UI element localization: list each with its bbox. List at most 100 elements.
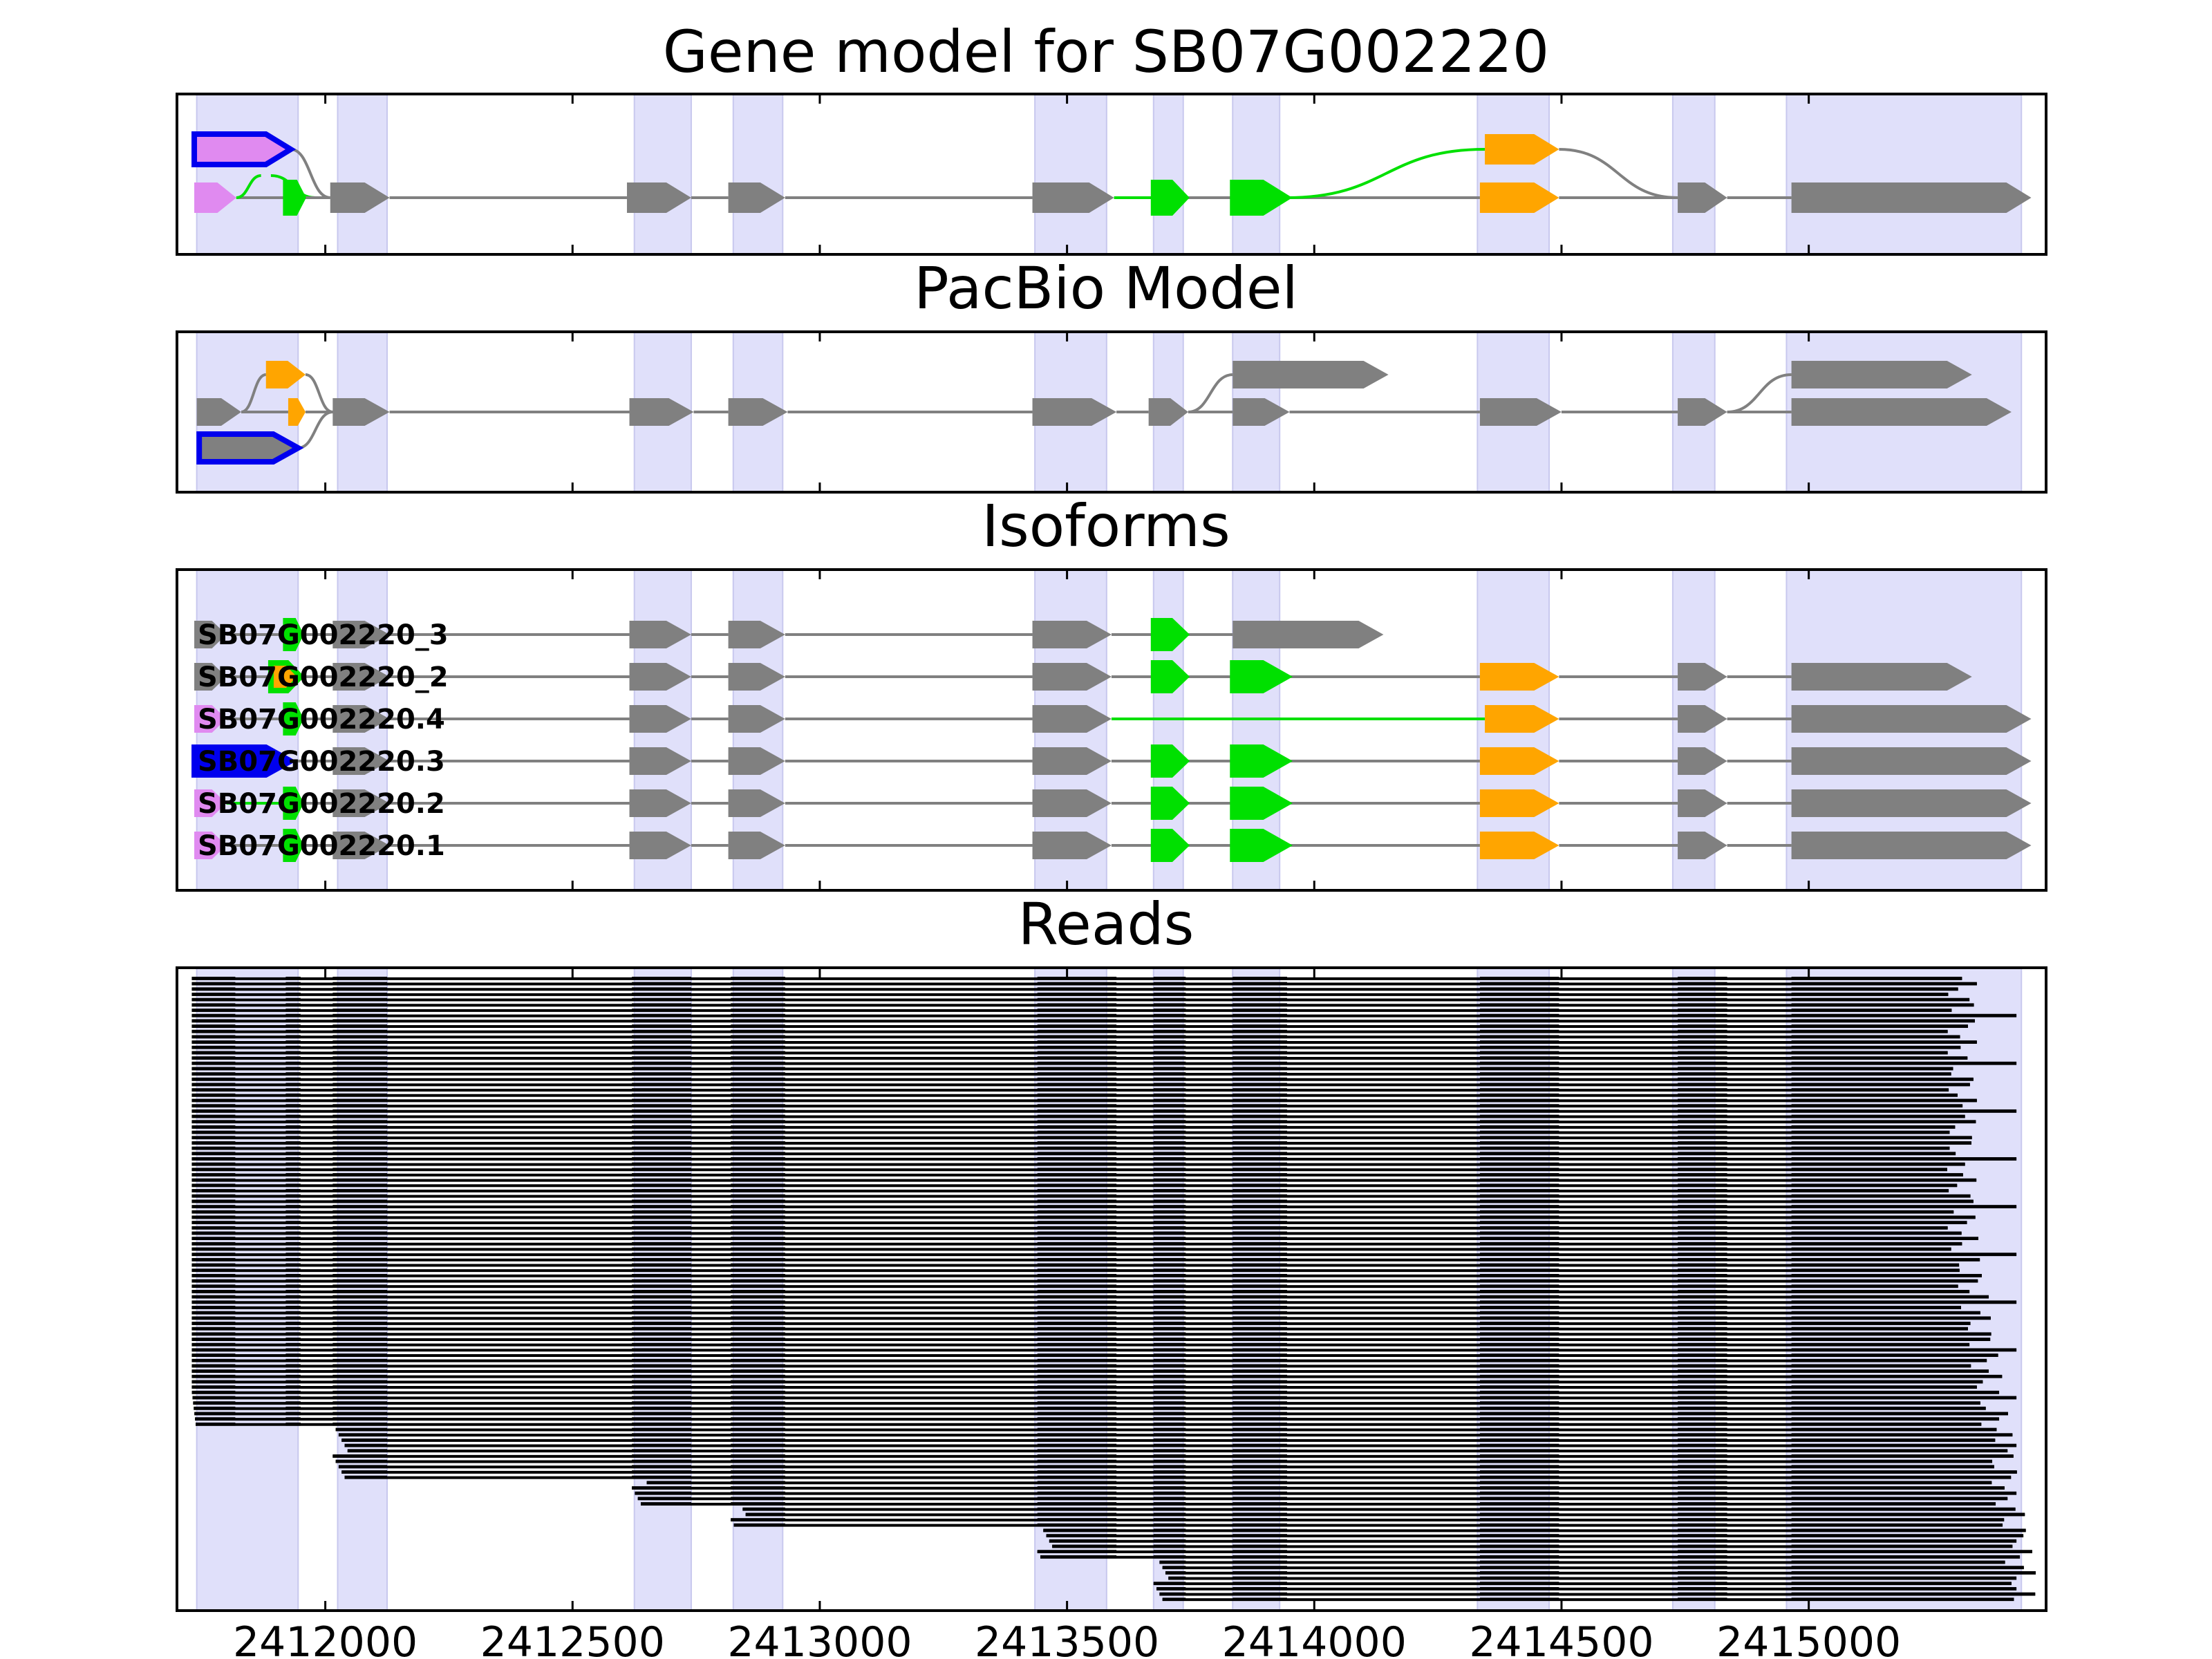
read-block bbox=[332, 1342, 388, 1347]
read-block bbox=[191, 1029, 236, 1033]
read-block bbox=[1791, 1338, 1991, 1341]
read-block bbox=[632, 1210, 691, 1214]
read-block bbox=[191, 1194, 236, 1198]
read-block bbox=[1153, 1019, 1186, 1023]
read-block bbox=[1153, 1003, 1186, 1007]
exon-arrow bbox=[1479, 747, 1559, 775]
read-block bbox=[1479, 982, 1559, 986]
read-block bbox=[285, 1040, 301, 1044]
read-block bbox=[1232, 1003, 1287, 1007]
read-block bbox=[1153, 1327, 1186, 1331]
read-block bbox=[731, 1178, 785, 1182]
read bbox=[191, 1019, 1975, 1023]
read-block bbox=[1037, 1237, 1117, 1240]
read-block bbox=[1232, 1295, 1287, 1299]
read-block bbox=[1153, 1237, 1186, 1240]
read-block bbox=[1037, 1168, 1117, 1172]
read-block bbox=[191, 1035, 236, 1039]
read-block bbox=[731, 1125, 785, 1129]
read-block bbox=[632, 1009, 691, 1012]
read-block bbox=[632, 1045, 691, 1049]
read-block bbox=[1153, 1295, 1186, 1299]
read-block bbox=[1232, 1130, 1287, 1134]
read-block bbox=[1153, 1114, 1186, 1118]
read-block bbox=[1153, 1348, 1186, 1352]
read-block bbox=[1153, 1013, 1186, 1018]
splice-link bbox=[1727, 373, 1792, 413]
exon-shading bbox=[1152, 93, 1184, 255]
read-block bbox=[285, 1125, 301, 1129]
exon-arrow bbox=[194, 621, 227, 648]
read-block bbox=[632, 1003, 691, 1007]
read-block bbox=[632, 1475, 691, 1479]
read-block bbox=[1791, 1141, 1971, 1145]
read-block bbox=[731, 1257, 785, 1262]
read-block bbox=[1678, 1067, 1727, 1071]
read-block bbox=[1479, 1401, 1559, 1405]
read-block bbox=[1153, 1183, 1186, 1188]
read-block bbox=[1678, 1241, 1727, 1246]
read-block bbox=[1791, 1146, 1950, 1150]
read bbox=[1046, 1534, 2024, 1538]
read bbox=[194, 1406, 1986, 1410]
read-block bbox=[1791, 1571, 2036, 1575]
read-block bbox=[1153, 1284, 1186, 1288]
read-block bbox=[1479, 1146, 1559, 1150]
exon-arrow bbox=[629, 398, 694, 426]
read-block bbox=[1037, 1417, 1117, 1421]
read bbox=[196, 1422, 1982, 1426]
read-block bbox=[332, 1173, 388, 1177]
read-block bbox=[191, 1316, 236, 1320]
read-block bbox=[191, 1263, 236, 1267]
read-block bbox=[1162, 1597, 1186, 1601]
read-block bbox=[1479, 1332, 1559, 1336]
read bbox=[191, 1316, 1991, 1320]
read-block bbox=[1791, 1024, 1968, 1028]
exon-arrow bbox=[1032, 621, 1112, 648]
read-block bbox=[1479, 987, 1559, 991]
read-block bbox=[632, 1199, 691, 1203]
read-block bbox=[1791, 1470, 2017, 1474]
read-block bbox=[1479, 1273, 1559, 1277]
read-block bbox=[1791, 1586, 2017, 1591]
read-block bbox=[1479, 1019, 1559, 1023]
read-block bbox=[332, 1194, 388, 1198]
read-block bbox=[1678, 1051, 1727, 1055]
read-block bbox=[731, 1470, 785, 1474]
read-block bbox=[332, 1024, 388, 1028]
read-block bbox=[731, 1491, 785, 1495]
read-block bbox=[1037, 1523, 1117, 1527]
read-block bbox=[1791, 1528, 2026, 1533]
read-block bbox=[191, 1237, 236, 1240]
read-block bbox=[1232, 1539, 1287, 1543]
read-block bbox=[1153, 1268, 1186, 1272]
read bbox=[192, 1396, 2017, 1400]
read-block bbox=[1153, 1279, 1186, 1283]
read-block bbox=[632, 1401, 691, 1405]
read-block bbox=[1791, 1348, 2017, 1352]
read-block bbox=[1153, 1029, 1186, 1033]
isoform-labels: SB07G002220_3 SB07G002220_2 SB07G002220.… bbox=[198, 619, 449, 862]
exon-arrow bbox=[1479, 663, 1559, 691]
read bbox=[191, 1253, 2017, 1257]
read-block bbox=[1678, 1369, 1727, 1373]
read-block bbox=[1232, 1454, 1287, 1458]
read-block bbox=[632, 1449, 691, 1453]
read-block bbox=[632, 1422, 691, 1426]
read-block bbox=[191, 1364, 236, 1368]
read-block bbox=[191, 1327, 236, 1331]
read-block bbox=[1232, 1104, 1287, 1107]
read-block bbox=[1043, 1528, 1117, 1533]
read-block bbox=[191, 1348, 236, 1352]
read bbox=[1162, 1597, 2014, 1602]
exon-arrow bbox=[1032, 182, 1114, 213]
read-block bbox=[1479, 1029, 1559, 1033]
read-block bbox=[285, 1422, 301, 1426]
read-block bbox=[1678, 1528, 1727, 1533]
read-block bbox=[1678, 1555, 1727, 1559]
read bbox=[191, 1077, 1974, 1081]
exon-shading bbox=[337, 93, 388, 255]
read-block bbox=[1232, 1582, 1287, 1585]
read-block bbox=[1791, 1237, 1978, 1240]
read-block bbox=[1479, 1507, 1559, 1511]
